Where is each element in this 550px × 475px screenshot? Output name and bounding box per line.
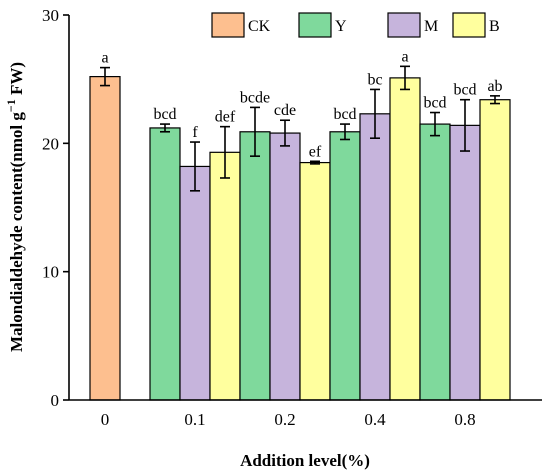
significance-letter-B-0.2: ef xyxy=(309,143,322,160)
bar-M-0.8 xyxy=(449,124,481,401)
bar-B-0.8 xyxy=(479,99,511,401)
y-axis-title-tail: FW) xyxy=(7,62,26,99)
significance-letter-Y-0.8: bcd xyxy=(423,95,446,112)
significance-letter-M-0.2: cde xyxy=(274,102,296,119)
significance-letter-M-0.8: bcd xyxy=(453,82,476,99)
error-bars xyxy=(100,65,500,192)
bar-M-0.4 xyxy=(359,113,391,401)
bar-Y-0.2 xyxy=(239,131,271,401)
y-axis-title-superscript: −1 xyxy=(4,99,18,112)
x-tick-label-4: 0.8 xyxy=(454,410,475,429)
x-tick-label-0: 0 xyxy=(101,410,110,429)
bar-M-0.1 xyxy=(179,165,211,401)
y-ticks: 0 10 20 30 xyxy=(42,6,69,410)
y-axis-title-main: Malondialdehyde content(nmol g xyxy=(7,112,26,352)
y-tick-label-1: 10 xyxy=(42,263,59,282)
legend-swatch-M xyxy=(387,12,421,38)
y-tick-label-2: 20 xyxy=(42,134,59,153)
x-tick-label-3: 0.4 xyxy=(364,410,386,429)
bar-Y-0.8 xyxy=(419,123,451,401)
significance-letter-B-0.8: ab xyxy=(487,78,502,95)
significance-letter-M-0.4: bc xyxy=(367,71,382,88)
significance-letter-M-0.1: f xyxy=(192,124,198,141)
significance-letter-B-0.1: def xyxy=(215,109,236,126)
bar-CK-0 xyxy=(89,75,121,401)
legend-label-M: M xyxy=(424,18,438,35)
x-ticks: 0 0.1 0.2 0.4 0.8 xyxy=(101,410,476,429)
legend-label-B: B xyxy=(489,18,500,35)
significance-letter-Y-0.4: bcd xyxy=(333,106,356,123)
legend-swatch-Y xyxy=(298,12,332,38)
legend-label-CK: CK xyxy=(248,18,271,35)
significance-letter-Y-0.1: bcd xyxy=(153,106,176,123)
bars xyxy=(89,75,511,401)
y-tick-label-3: 30 xyxy=(42,6,59,25)
axes xyxy=(68,15,542,401)
legend-swatch-CK xyxy=(211,12,245,38)
legend-swatch-B xyxy=(452,12,486,38)
legend: CK Y M B xyxy=(211,12,500,38)
x-tick-label-1: 0.1 xyxy=(184,410,205,429)
bar-B-0.4 xyxy=(389,77,421,401)
significance-letter-Y-0.2: bcde xyxy=(240,89,270,106)
bar-Y-0.4 xyxy=(329,131,361,401)
bar-B-0.1 xyxy=(209,151,241,401)
legend-label-Y: Y xyxy=(335,18,347,35)
x-axis-title: Addition level(%) xyxy=(240,451,370,470)
significance-letter-B-0.4: a xyxy=(401,48,408,65)
bar-Y-0.1 xyxy=(149,127,181,401)
y-tick-label-0: 0 xyxy=(51,391,60,410)
y-axis-title: Malondialdehyde content(nmol g−1 FW) xyxy=(4,62,26,352)
bar-B-0.2 xyxy=(299,161,331,401)
x-tick-label-2: 0.2 xyxy=(274,410,295,429)
bar-M-0.2 xyxy=(269,132,301,401)
significance-letter-CK-0: a xyxy=(101,50,108,67)
